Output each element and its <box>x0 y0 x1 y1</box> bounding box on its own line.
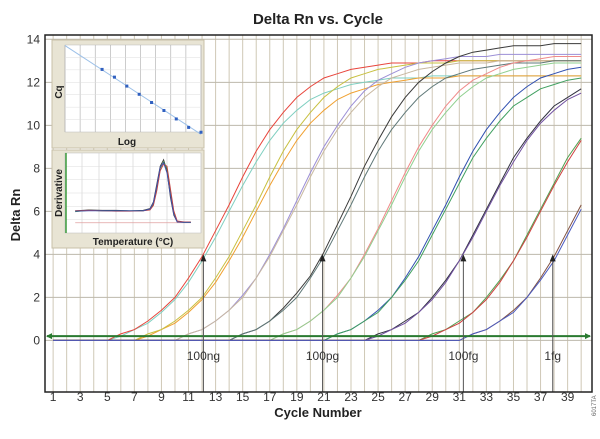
annotation-label: 100pg <box>306 349 339 363</box>
standard-curve-point <box>112 75 116 79</box>
x-tick-labels: 1 3 5 7 9 11 13 15 17 19 21 23 25 27 29 31 33 35 37 39 <box>50 390 575 404</box>
annotations: 100ng 100pg 100fg 1fg <box>187 254 561 392</box>
x-tick-label: 3 <box>77 390 84 404</box>
amplification-curve <box>53 60 582 341</box>
standard-curve-point <box>199 130 203 134</box>
inset2-marks <box>75 158 191 224</box>
melt-curve <box>75 161 191 223</box>
standard-curve-point <box>100 67 104 71</box>
y-tick-label: 4 <box>33 247 40 261</box>
standard-curve-point <box>150 101 154 105</box>
x-tick-label: 1 <box>50 390 57 404</box>
regression-line <box>64 45 202 135</box>
inset2-grid <box>64 153 202 233</box>
standard-curve-point <box>137 92 141 96</box>
annotation-label: 100fg <box>448 349 478 363</box>
x-tick-label: 25 <box>371 390 385 404</box>
inset2-y-label: Derivative <box>54 169 65 217</box>
inset2-x-label: Temperature (°C) <box>93 237 174 248</box>
x-tick-label: 7 <box>131 390 138 404</box>
x-tick-label: 17 <box>263 390 277 404</box>
y-tick-label: 8 <box>33 161 40 175</box>
x-tick-label: 11 <box>182 390 195 404</box>
x-tick-label: 37 <box>534 390 548 404</box>
x-tick-label: 31 <box>453 390 467 404</box>
y-tick-label: 14 <box>27 32 41 46</box>
x-tick-label: 29 <box>426 390 440 404</box>
threshold-line <box>46 333 591 340</box>
y-tick-label: 12 <box>27 75 41 89</box>
x-tick-label: 9 <box>158 390 165 404</box>
inset1-marks <box>64 45 203 135</box>
standard-curve-point <box>174 117 178 121</box>
x-tick-label: 13 <box>209 390 223 404</box>
threshold-left-arrow-icon <box>46 333 52 340</box>
arrow-head-icon <box>200 254 207 262</box>
y-axis-label: Delta Rn <box>8 189 23 242</box>
y-tick-label: 6 <box>33 204 40 218</box>
x-tick-label: 33 <box>480 390 494 404</box>
annotation-label: 1fg <box>544 349 561 363</box>
y-tick-label: 0 <box>33 333 40 347</box>
standard-curve-point <box>125 84 129 88</box>
x-tick-label: 39 <box>561 390 575 404</box>
plot-frame <box>44 34 593 393</box>
x-tick-label: 23 <box>344 390 358 404</box>
x-tick-label: 27 <box>398 390 412 404</box>
x-tick-label: 5 <box>104 390 111 404</box>
inset1-x-label: Log <box>118 137 136 148</box>
standard-curve-point <box>187 125 191 129</box>
inset-plot-area <box>64 44 202 133</box>
amplification-curve <box>53 208 582 341</box>
arrow-head-icon <box>460 254 467 262</box>
x-axis-label: Cycle Number <box>274 405 361 420</box>
y-tick-label: 10 <box>27 118 41 132</box>
y-tick-labels: 0 2 4 6 8 10 12 14 <box>27 32 41 347</box>
chart-title: Delta Rn vs. Cycle <box>253 11 383 28</box>
standard-curve-point <box>162 108 166 112</box>
amplification-curves <box>53 43 582 341</box>
threshold-right-arrow-icon <box>585 333 591 340</box>
y-tick-label: 2 <box>33 290 40 304</box>
melt-curve-inset: Temperature (°C) Derivative <box>51 149 205 249</box>
annotation-label: 100ng <box>187 349 220 363</box>
x-tick-label: 35 <box>507 390 521 404</box>
x-tick-label: 21 <box>317 390 331 404</box>
arrow-head-icon <box>549 254 556 262</box>
figure-code: 6017TA <box>592 395 598 416</box>
x-tick-label: 15 <box>236 390 250 404</box>
inset1-y-label: Cq <box>54 85 65 98</box>
x-tick-label: 19 <box>290 390 304 404</box>
arrow-head-icon <box>319 254 326 262</box>
standard-curve-inset: Log Cq <box>51 39 205 149</box>
inset1-grid <box>64 45 202 132</box>
